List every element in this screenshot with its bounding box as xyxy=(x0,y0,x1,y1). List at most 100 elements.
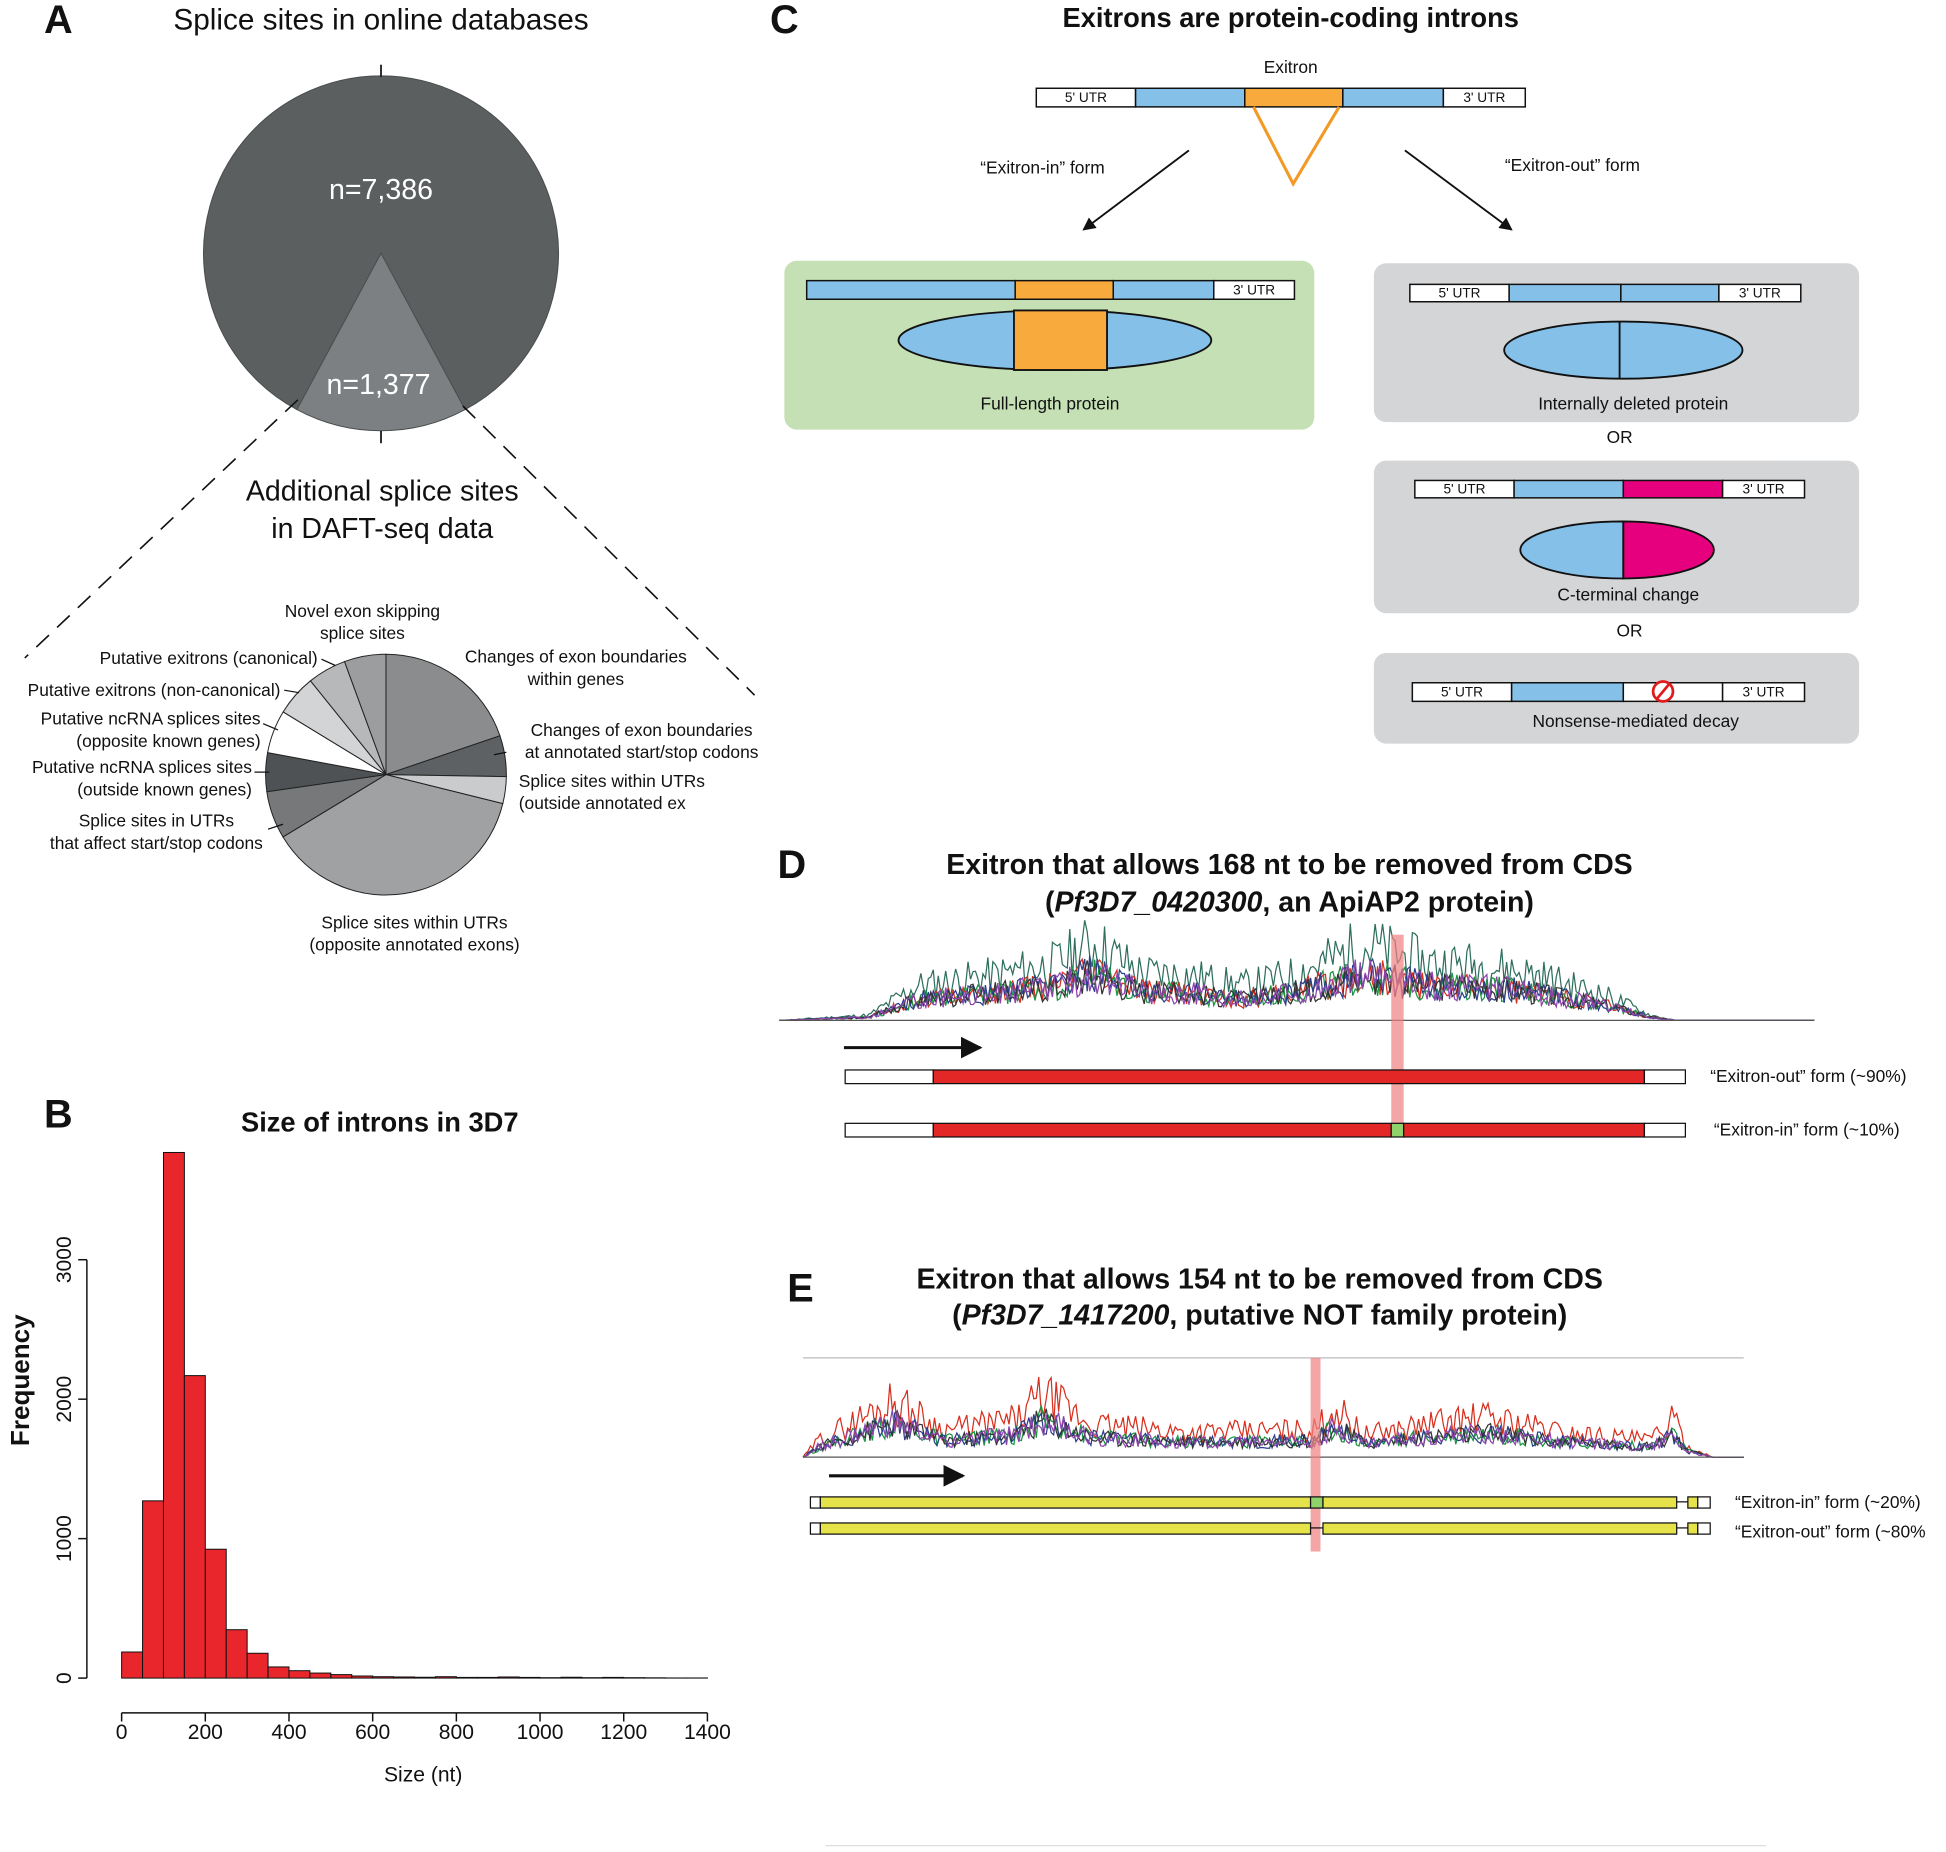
y-tick-label: 3000 xyxy=(53,1236,76,1283)
slice-label: Changes of exon boundaries xyxy=(531,720,753,740)
transcript-segment xyxy=(1687,1522,1699,1535)
gene-segment xyxy=(1342,87,1445,108)
slice-label: that affect start/stop codons xyxy=(50,833,263,853)
subtitle-part: ( xyxy=(1045,886,1055,918)
slice-label: Splice sites in UTRs xyxy=(79,811,235,831)
x-axis-label: Size (nt) xyxy=(384,1763,462,1786)
zoom-line xyxy=(24,399,299,659)
track-title: Exitron that allows 154 nt to be removed… xyxy=(916,1264,1602,1296)
subtitle-part: Pf3D7_1417200 xyxy=(962,1300,1170,1332)
chart-title: Splice sites in online databases xyxy=(173,4,588,37)
gene-segment xyxy=(1213,279,1296,301)
y-axis-label: Frequency xyxy=(5,1314,35,1446)
label: Nonsense-mediated decay xyxy=(1532,711,1739,731)
leader-line xyxy=(321,658,336,666)
splice-junction xyxy=(1252,106,1341,188)
label: “Exitron-out” form xyxy=(1505,155,1640,175)
bar xyxy=(183,1375,206,1679)
zoom-line xyxy=(462,405,756,696)
utr-label: 3' UTR xyxy=(1743,685,1785,700)
utr-label: 3' UTR xyxy=(1743,482,1785,497)
subtitle-part: , putative NOT family protein) xyxy=(1169,1300,1567,1332)
x-tick-label: 1200 xyxy=(600,1721,647,1744)
protein-changed xyxy=(1622,520,1715,580)
label: Internally deleted protein xyxy=(1538,394,1728,414)
slice-label: Splice sites within UTRs xyxy=(321,912,508,932)
label: OR xyxy=(1607,427,1633,447)
bar xyxy=(204,1548,227,1679)
utr-label: 5' UTR xyxy=(1438,286,1480,301)
form-label: “Exitron-out” form (~90%) xyxy=(1710,1066,1906,1086)
bar xyxy=(225,1629,248,1679)
slice-label: Putative exitrons (non-canonical) xyxy=(28,680,281,700)
transcript-segment xyxy=(1322,1522,1678,1535)
coverage-trace xyxy=(779,960,1815,1021)
leader-line xyxy=(267,823,284,830)
utr-label: 5' UTR xyxy=(1441,685,1483,700)
slice-label: within genes xyxy=(527,669,625,689)
slice-label: Novel exon skipping xyxy=(285,601,440,621)
transcript-segment xyxy=(819,1496,1312,1509)
x-tick-label: 600 xyxy=(355,1721,390,1744)
label: C-terminal change xyxy=(1557,585,1699,605)
gene-segment xyxy=(1244,87,1344,108)
bar xyxy=(393,1676,416,1679)
track-subtitle: (Pf3D7_1417200, putative NOT family prot… xyxy=(952,1300,1567,1332)
bar xyxy=(414,1676,436,1679)
slice-label: (opposite known genes) xyxy=(76,731,260,751)
coverage-trace xyxy=(802,1375,1744,1458)
transcript-segment xyxy=(819,1522,1312,1535)
utr-label: 5' UTR xyxy=(1443,482,1485,497)
pie-slice xyxy=(343,653,387,775)
slice-label: at annotated start/stop codons xyxy=(525,742,759,762)
gene-segment xyxy=(1620,283,1720,303)
subtitle-part: , an ApiAP2 protein) xyxy=(1262,886,1534,918)
transcript-segment xyxy=(1309,1496,1324,1509)
slice-label: Putative exitrons (canonical) xyxy=(100,648,318,668)
slice-label: Splice sites within UTRs xyxy=(519,771,706,791)
y-tick-label: 2000 xyxy=(53,1376,76,1423)
bar xyxy=(162,1151,185,1679)
value-label: n=7,386 xyxy=(329,174,433,206)
utr-label: 3' UTR xyxy=(1233,282,1275,297)
bar xyxy=(434,1676,457,1679)
transcript-segment xyxy=(1390,1122,1405,1138)
coverage-trace xyxy=(802,1410,1744,1458)
diagram-title: Exitrons are protein-coding introns xyxy=(1062,2,1519,33)
leader-line xyxy=(284,689,300,694)
panel-letter: E xyxy=(787,1266,813,1310)
gene-segment xyxy=(805,279,1016,301)
gene-segment xyxy=(1508,283,1622,303)
gene-segment xyxy=(1721,479,1806,499)
bar xyxy=(455,1676,478,1679)
arrow xyxy=(1404,149,1513,231)
gene-segment xyxy=(1134,87,1246,108)
coverage-trace xyxy=(802,1403,1744,1458)
chart-title: Size of introns in 3D7 xyxy=(241,1107,519,1138)
exitron-highlight xyxy=(1391,934,1404,1136)
chart-title: Additional splice sites xyxy=(246,476,519,508)
pie-slice xyxy=(296,252,466,432)
bar xyxy=(497,1676,520,1679)
x-tick-label: 200 xyxy=(188,1721,223,1744)
x-tick-label: 1400 xyxy=(684,1721,731,1744)
track-title: Exitron that allows 168 nt to be removed… xyxy=(946,849,1632,881)
coverage-trace xyxy=(779,920,1815,1021)
transcript-segment xyxy=(809,1522,821,1535)
label: OR xyxy=(1617,621,1643,641)
subtitle-part: Pf3D7_0420300 xyxy=(1055,886,1263,918)
pie-slice xyxy=(282,774,504,896)
pie-slice xyxy=(385,653,501,776)
label: “Exitron-in” form xyxy=(980,158,1104,178)
bar xyxy=(372,1676,395,1679)
bar xyxy=(288,1670,311,1679)
coverage-trace xyxy=(802,1409,1744,1458)
subtitle-part: ( xyxy=(952,1300,962,1332)
bar xyxy=(602,1676,625,1679)
transcript-segment xyxy=(932,1122,1392,1138)
form-label: “Exitron-in” form (~10%) xyxy=(1714,1120,1900,1140)
transcript-segment xyxy=(809,1496,821,1509)
stop-sign xyxy=(1655,683,1671,700)
slice-label: splice sites xyxy=(320,623,405,643)
